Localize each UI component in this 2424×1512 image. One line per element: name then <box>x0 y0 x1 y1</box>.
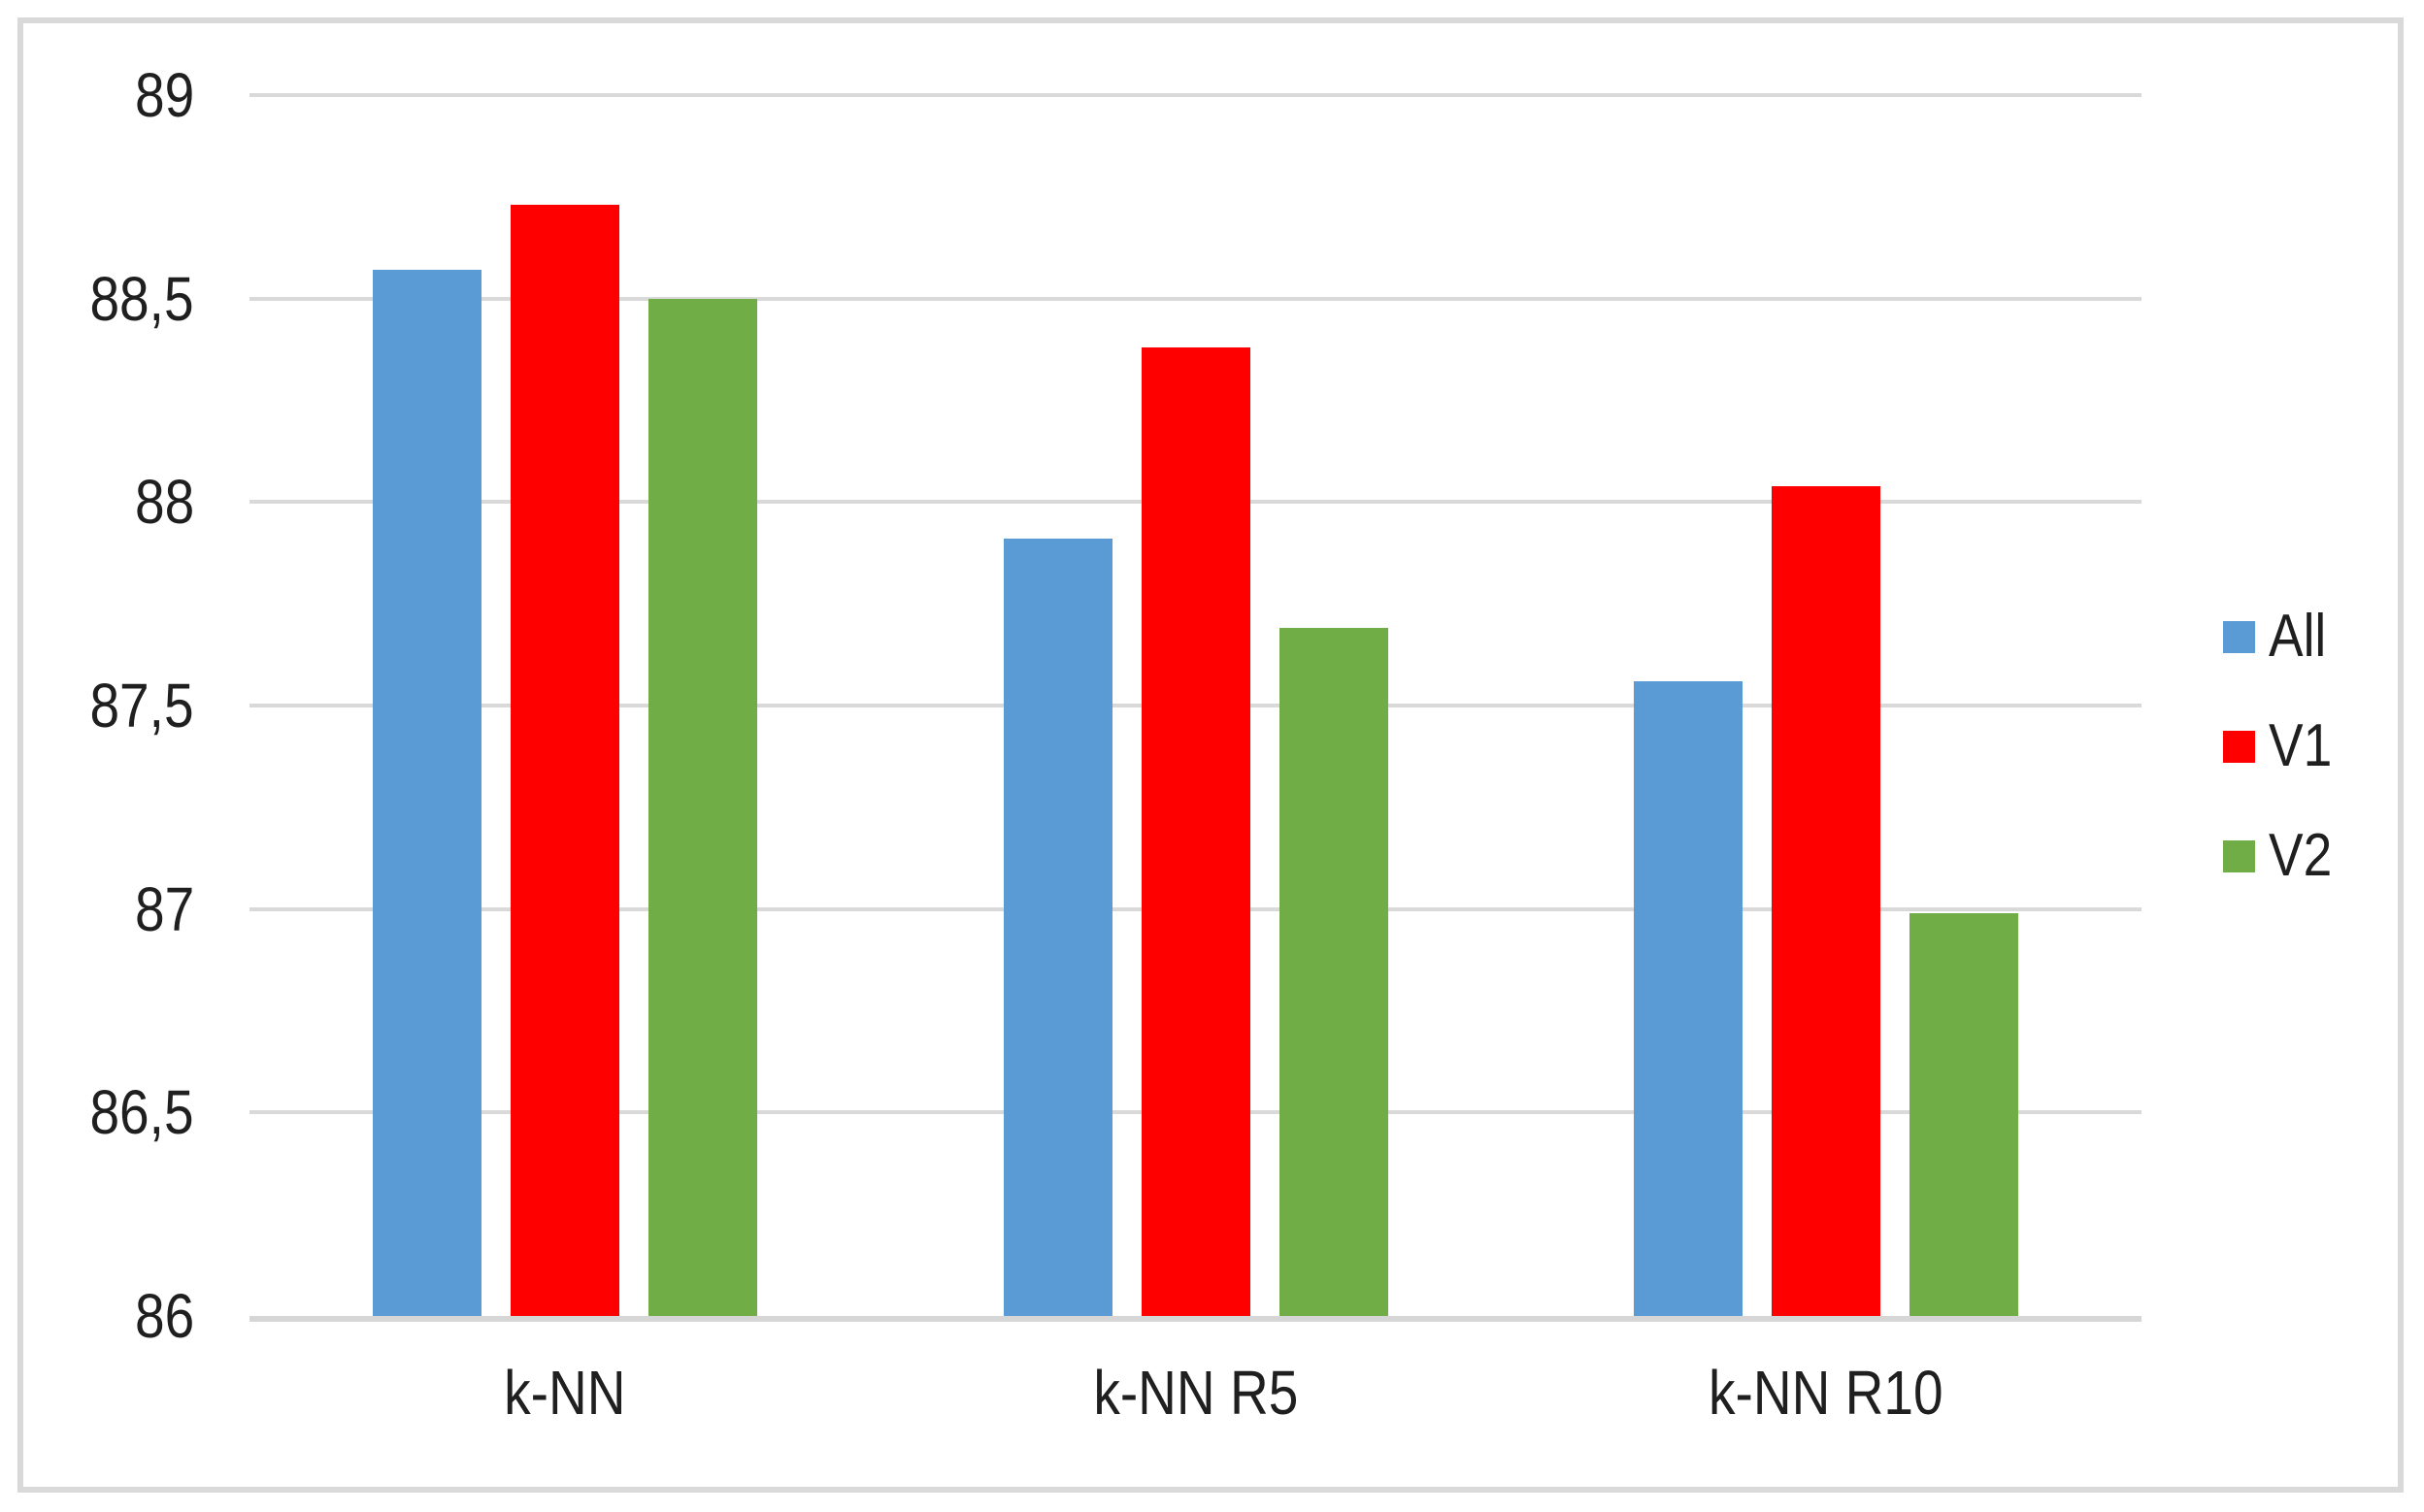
legend-item-all: All <box>2223 606 2342 668</box>
gridline <box>249 93 2142 97</box>
y-axis: 86 86,5 87 87,5 88 88,5 89 <box>0 64 194 1347</box>
x-tick-label-k-nn: k-NN <box>504 1358 626 1428</box>
x-axis: k-NN k-NN R5 k-NN R10 <box>249 1316 2142 1481</box>
bar-groups <box>249 95 2142 1316</box>
y-tick-label: 86,5 <box>89 1077 194 1148</box>
y-tick-label: 86 <box>134 1281 194 1351</box>
y-tick-label: 89 <box>134 60 194 130</box>
bar-v1-k-nn-r5 <box>1141 347 1250 1316</box>
bar-all-k-nn-r5 <box>1003 539 1112 1316</box>
chart-frame: 86 86,5 87 87,5 88 88,5 89 k-NN k-NN R5 k-NN R10… <box>17 17 2404 1493</box>
legend-swatch-v1 <box>2223 730 2255 763</box>
plot-area: 86 86,5 87 87,5 88 88,5 89 k-NN k-NN R5 k-NN R10 <box>90 64 2142 1427</box>
x-tick-label-k-nn-r5: k-NN R5 <box>1092 1358 1298 1428</box>
legend-item-v1: V1 <box>2223 715 2342 777</box>
bar-v1-k-nn <box>510 205 619 1316</box>
bar-group-k-nn-r10 <box>1511 95 2142 1316</box>
x-tick-label-k-nn-r10: k-NN R10 <box>1709 1358 1943 1428</box>
legend-label-v2: V2 <box>2269 822 2333 889</box>
y-tick-label: 87,5 <box>89 671 194 740</box>
x-axis-line <box>249 1316 2142 1322</box>
legend-label-all: All <box>2269 603 2327 670</box>
bar-v2-k-nn <box>648 298 757 1316</box>
legend: All V1 V2 <box>2223 606 2342 887</box>
bar-v1-k-nn-r10 <box>1772 485 1881 1316</box>
y-tick-label: 88,5 <box>89 263 194 334</box>
bar-v2-k-nn-r5 <box>1278 628 1388 1316</box>
legend-label-v1: V1 <box>2269 712 2333 779</box>
bar-group-k-nn <box>249 95 880 1316</box>
bar-all-k-nn-r10 <box>1634 680 1743 1316</box>
bar-v2-k-nn-r10 <box>1909 912 2019 1316</box>
gridline <box>249 296 2142 301</box>
bar-all-k-nn <box>372 270 481 1316</box>
legend-swatch-v2 <box>2223 839 2255 872</box>
legend-swatch-all <box>2223 620 2255 653</box>
y-tick-label: 88 <box>134 467 194 538</box>
legend-item-v2: V2 <box>2223 825 2342 887</box>
bar-group-k-nn-r5 <box>880 95 1511 1316</box>
y-tick-label: 87 <box>134 873 194 944</box>
